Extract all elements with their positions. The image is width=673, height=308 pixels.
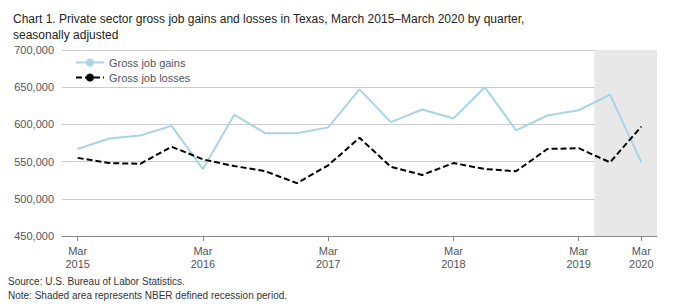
svg-text:Mar: Mar — [319, 245, 338, 257]
svg-text:450,000: 450,000 — [14, 230, 54, 242]
svg-text:2018: 2018 — [441, 258, 465, 270]
svg-text:500,000: 500,000 — [14, 193, 54, 205]
svg-text:2015: 2015 — [65, 258, 89, 270]
svg-text:seasonally adjusted: seasonally adjusted — [13, 28, 118, 42]
svg-text:Source: U.S. Bureau of Labor S: Source: U.S. Bureau of Labor Statistics. — [8, 276, 185, 287]
svg-text:Mar: Mar — [193, 245, 212, 257]
svg-text:2020: 2020 — [629, 258, 653, 270]
svg-text:Mar: Mar — [68, 245, 87, 257]
svg-text:550,000: 550,000 — [14, 156, 54, 168]
svg-text:Gross job losses: Gross job losses — [109, 72, 191, 84]
svg-text:2019: 2019 — [566, 258, 590, 270]
svg-text:600,000: 600,000 — [14, 118, 54, 130]
svg-text:2016: 2016 — [191, 258, 215, 270]
svg-text:2017: 2017 — [316, 258, 340, 270]
svg-text:700,000: 700,000 — [14, 44, 54, 56]
svg-text:Chart 1. Private sector gross: Chart 1. Private sector gross job gains … — [13, 12, 524, 26]
svg-text:Mar: Mar — [632, 245, 651, 257]
svg-text:Mar: Mar — [569, 245, 588, 257]
svg-text:Note: Shaded area represents N: Note: Shaded area represents NBER define… — [8, 290, 287, 301]
svg-text:650,000: 650,000 — [14, 81, 54, 93]
svg-text:Mar: Mar — [444, 245, 463, 257]
svg-text:Gross job gains: Gross job gains — [109, 57, 186, 69]
